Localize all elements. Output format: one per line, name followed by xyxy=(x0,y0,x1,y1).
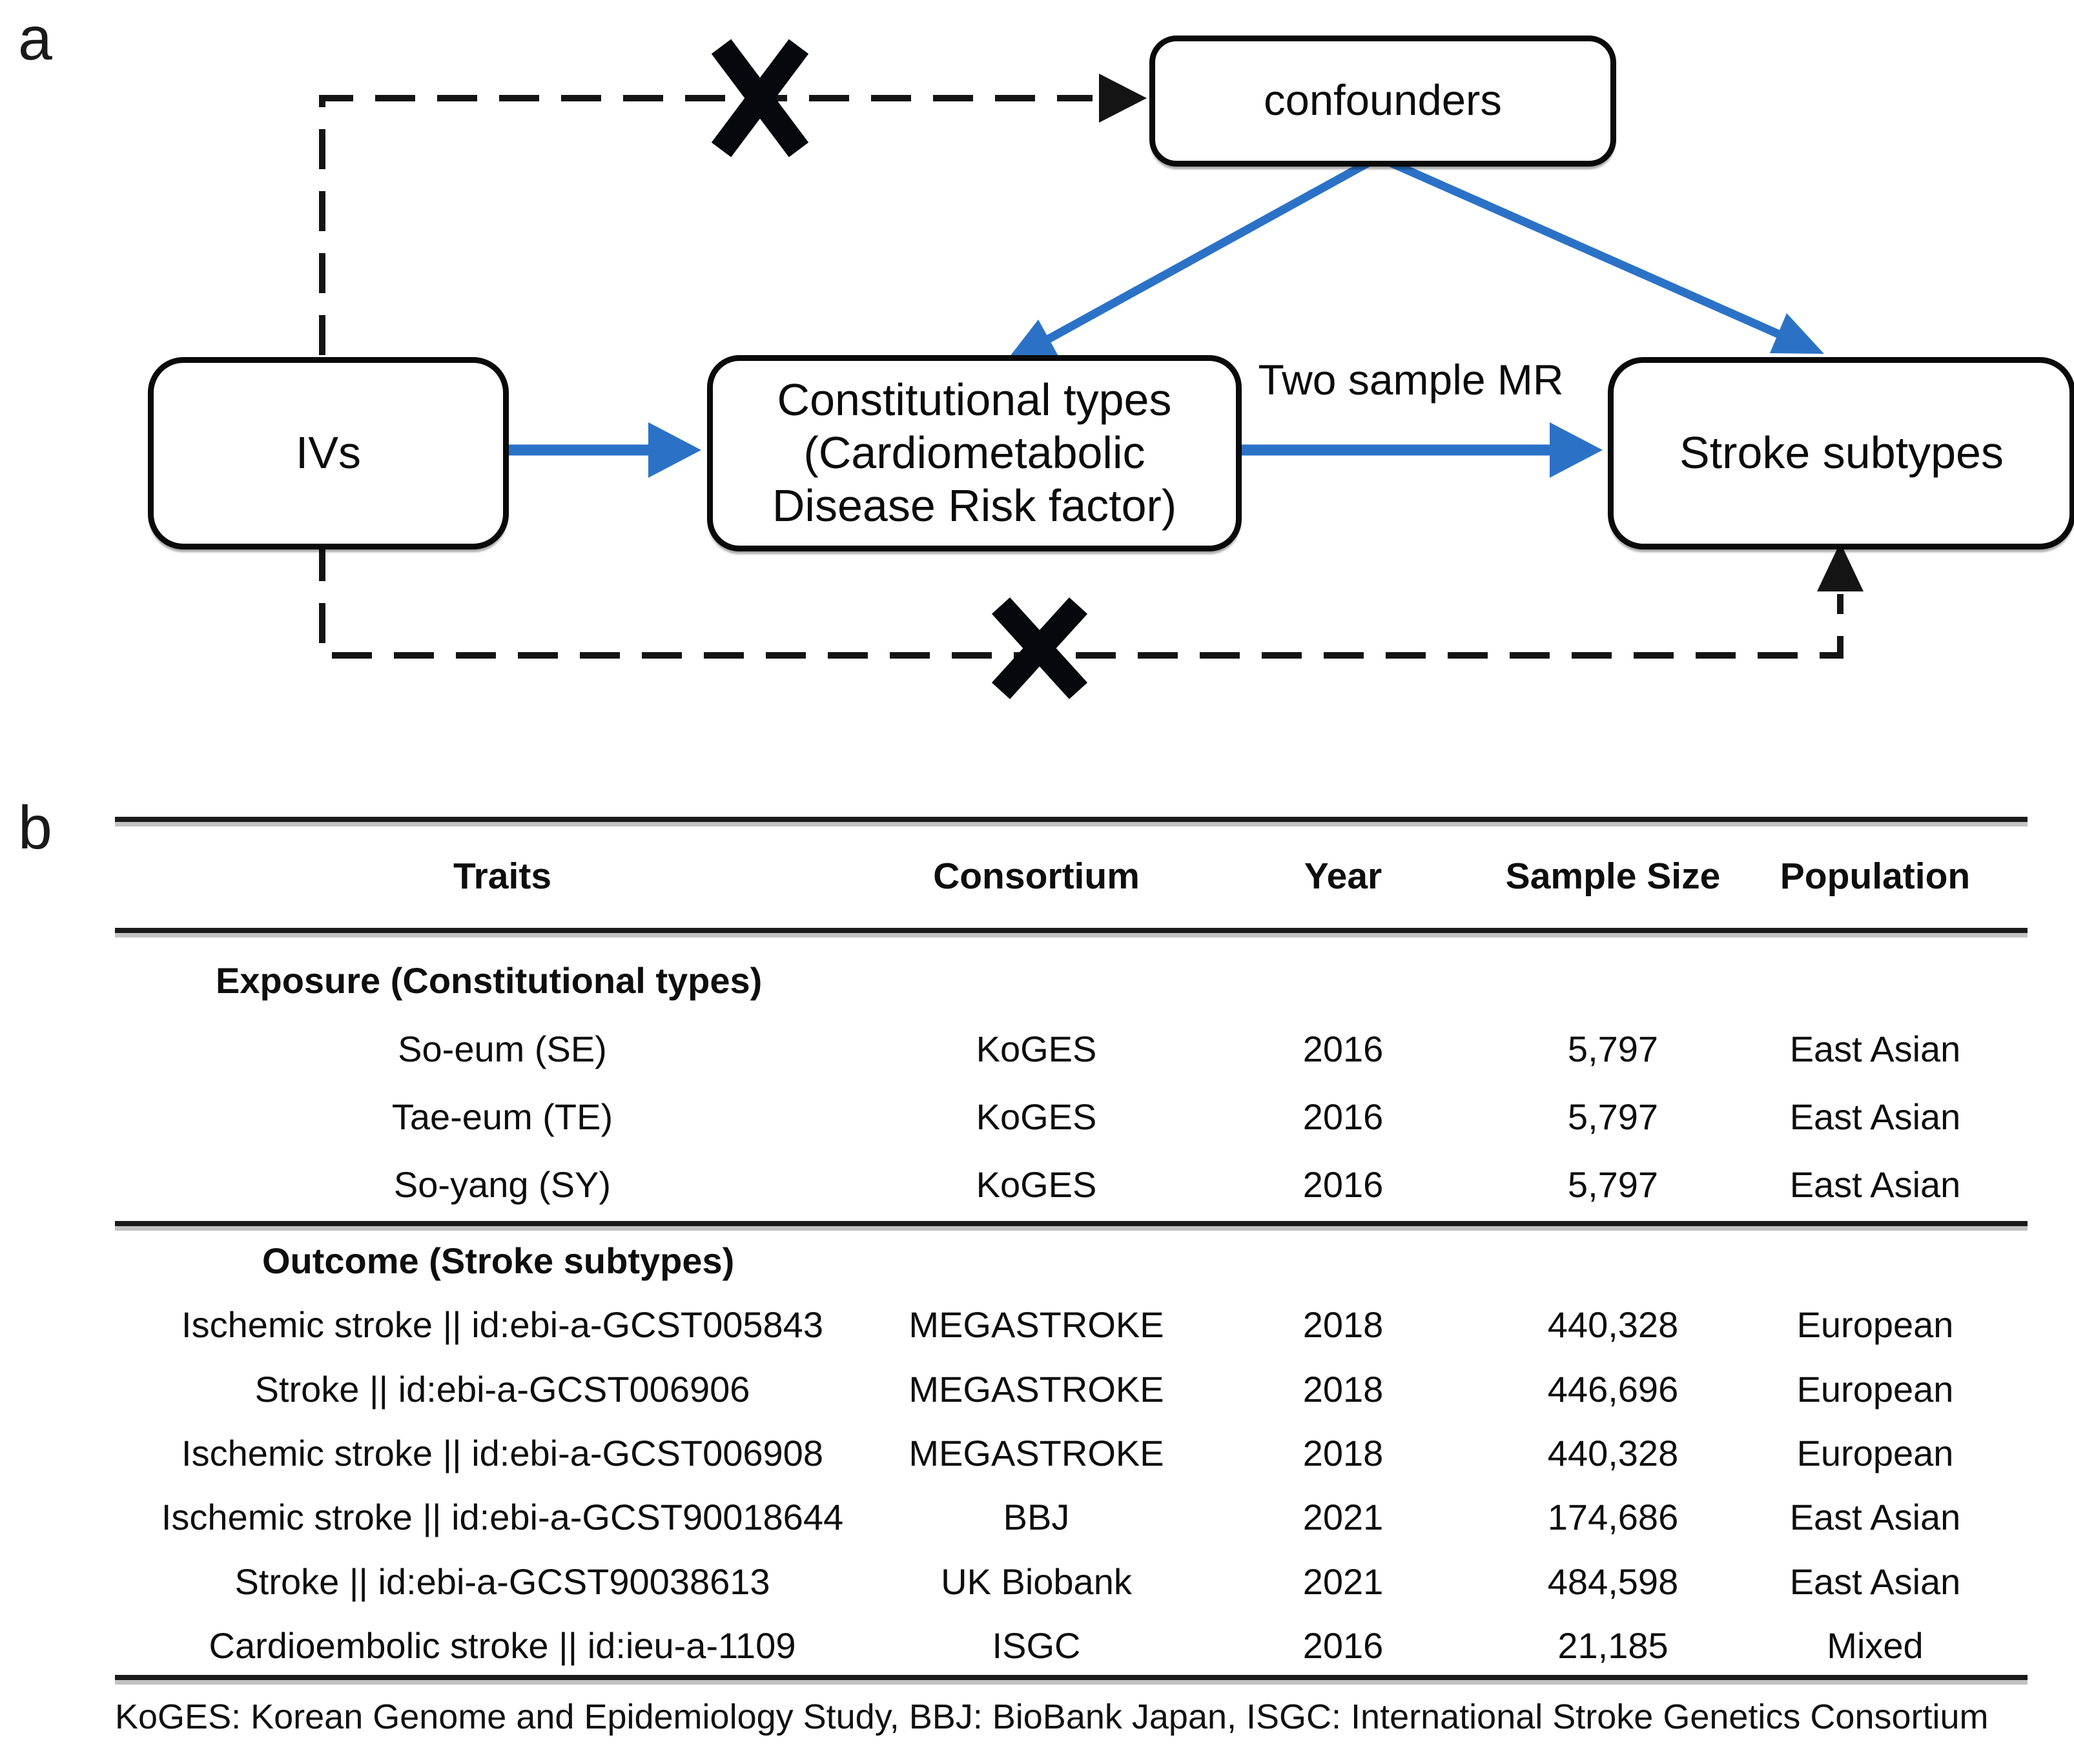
cell-population: East Asian xyxy=(1789,1496,1961,1537)
outcome-label: Stroke subtypes xyxy=(1679,427,2004,478)
arrowhead-confounders-to-exposure xyxy=(1005,320,1059,363)
confounders-box: confounders xyxy=(1149,36,1616,167)
cell-sample-size: 5,797 xyxy=(1567,1028,1659,1069)
x-mark-bottom-icon xyxy=(991,597,1088,699)
cell-consortium: MEGASTROKE xyxy=(909,1432,1164,1473)
cell-consortium: KoGES xyxy=(976,1164,1097,1205)
cell-sample-size: 5,797 xyxy=(1567,1096,1659,1137)
table-rule-bottom xyxy=(115,1675,2028,1680)
cell-year: 2021 xyxy=(1302,1561,1384,1602)
panel-a-label: a xyxy=(18,5,52,73)
two-sample-mr-label: Two sample MR xyxy=(1258,356,1564,404)
exposure-label-line2: (Cardiometabolic xyxy=(803,427,1145,478)
table-rule-top xyxy=(115,817,2028,822)
cell-traits: Cardioembolic stroke || id:ieu-a-1109 xyxy=(209,1625,796,1666)
dashed-line-ivs-confounders xyxy=(319,95,1093,355)
arrowhead-outcome-bottom xyxy=(1817,542,1864,591)
table-row: Stroke || id:ebi-a-GCST90038613 UK Bioba… xyxy=(115,1548,2028,1615)
arrowhead-confounders-to-outcome xyxy=(1770,313,1824,354)
cell-year: 2016 xyxy=(1302,1096,1384,1137)
table-rule-below-header xyxy=(115,928,2028,933)
column-header-consortium: Consortium xyxy=(933,856,1140,897)
section-title-exposure: Exposure (Constitutional types) xyxy=(115,945,2074,1015)
section-title-exposure-text: Exposure (Constitutional types) xyxy=(216,959,763,1001)
cell-population: East Asian xyxy=(1789,1096,1961,1137)
cell-consortium: UK Biobank xyxy=(941,1561,1132,1602)
table-rule-mid xyxy=(115,1221,2028,1226)
exposure-label-line1: Constitutional types xyxy=(777,374,1172,426)
table-row: So-yang (SY) KoGES 2016 5,797 East Asian xyxy=(115,1151,2028,1218)
ivs-label: IVs xyxy=(295,427,362,478)
cell-population: European xyxy=(1796,1304,1954,1345)
dashed-line-ivs-outcome xyxy=(319,541,1843,659)
cell-consortium: KoGES xyxy=(976,1028,1097,1069)
x-mark-top-icon xyxy=(711,39,809,158)
column-header-traits: Traits xyxy=(453,856,552,897)
cell-year: 2018 xyxy=(1302,1368,1384,1410)
cell-traits: Ischemic stroke || id:ebi-a-GCST005843 xyxy=(181,1304,823,1345)
cell-population: European xyxy=(1796,1432,1954,1473)
cell-consortium: BBJ xyxy=(1003,1496,1070,1537)
table-row: So-eum (SE) KoGES 2016 5,797 East Asian xyxy=(115,1015,2028,1082)
cell-year: 2016 xyxy=(1302,1164,1384,1205)
column-header-sample-size: Sample Size xyxy=(1505,856,1721,897)
arrow-confounders-to-exposure xyxy=(1045,155,1378,344)
table-footnote: KoGES: Korean Genome and Epidemiology St… xyxy=(115,1697,1989,1736)
cell-year: 2016 xyxy=(1302,1028,1384,1069)
table-row: Ischemic stroke || id:ebi-a-GCST006908 M… xyxy=(115,1419,2028,1486)
cell-consortium: ISGC xyxy=(992,1625,1081,1666)
confounders-label: confounders xyxy=(1264,76,1502,125)
cell-traits: Stroke || id:ebi-a-GCST006906 xyxy=(254,1368,750,1410)
cell-year: 2018 xyxy=(1302,1304,1384,1345)
table-row: Cardioembolic stroke || id:ieu-a-1109 IS… xyxy=(115,1612,2028,1679)
table-row: Stroke || id:ebi-a-GCST006906 MEGASTROKE… xyxy=(115,1355,2028,1422)
table-row: Ischemic stroke || id:ebi-a-GCST90018644… xyxy=(115,1483,2028,1550)
panel-b-label: b xyxy=(18,794,52,862)
cell-population: Mixed xyxy=(1827,1625,1924,1666)
cell-consortium: KoGES xyxy=(976,1096,1097,1137)
cell-traits: Stroke || id:ebi-a-GCST90038613 xyxy=(234,1561,770,1602)
section-title-outcome: Outcome (Stroke subtypes) xyxy=(115,1226,2074,1295)
cell-sample-size: 484,598 xyxy=(1547,1561,1679,1602)
cell-year: 2016 xyxy=(1302,1625,1384,1666)
cell-consortium: MEGASTROKE xyxy=(909,1368,1164,1410)
cell-sample-size: 21,185 xyxy=(1557,1625,1668,1666)
section-title-outcome-text: Outcome (Stroke subtypes) xyxy=(262,1240,735,1281)
outcome-box: Stroke subtypes xyxy=(1608,357,2074,549)
cell-consortium: MEGASTROKE xyxy=(909,1304,1164,1345)
arrowhead-exposure-to-outcome xyxy=(1550,422,1603,478)
table-row: Ischemic stroke || id:ebi-a-GCST005843 M… xyxy=(115,1291,2028,1358)
exposure-box: Constitutional types (Cardiometabolic Di… xyxy=(707,355,1242,551)
exposure-label-line3: Disease Risk factor) xyxy=(772,480,1177,531)
column-header-population: Population xyxy=(1780,856,1971,897)
cell-year: 2018 xyxy=(1302,1432,1384,1473)
cell-traits: Ischemic stroke || id:ebi-a-GCST006908 xyxy=(181,1432,823,1473)
cell-population: East Asian xyxy=(1789,1028,1961,1069)
cell-year: 2021 xyxy=(1302,1496,1384,1537)
cell-traits: So-yang (SY) xyxy=(393,1164,611,1205)
cell-sample-size: 446,696 xyxy=(1547,1368,1679,1410)
cell-sample-size: 5,797 xyxy=(1567,1164,1659,1205)
diagram-connectors xyxy=(319,39,1864,699)
cell-population: East Asian xyxy=(1789,1164,1961,1205)
cell-traits: Tae-eum (TE) xyxy=(391,1096,613,1137)
table-row: Tae-eum (TE) KoGES 2016 5,797 East Asian xyxy=(115,1083,2028,1150)
cell-population: East Asian xyxy=(1789,1561,1961,1602)
ivs-box: IVs xyxy=(148,357,509,549)
cell-sample-size: 174,686 xyxy=(1547,1496,1679,1537)
cell-population: European xyxy=(1796,1368,1954,1410)
arrowhead-confounders xyxy=(1099,74,1147,123)
column-header-year: Year xyxy=(1304,856,1382,897)
table-header-row: Traits Consortium Year Sample Size Popul… xyxy=(115,834,2028,918)
cell-sample-size: 440,328 xyxy=(1547,1304,1679,1345)
arrowhead-ivs-to-exposure xyxy=(648,422,701,478)
arrow-confounders-to-outcome xyxy=(1380,155,1783,339)
exposure-label: Constitutional types (Cardiometabolic Di… xyxy=(772,374,1176,533)
cell-sample-size: 440,328 xyxy=(1547,1432,1679,1473)
cell-traits: Ischemic stroke || id:ebi-a-GCST90018644 xyxy=(161,1496,844,1537)
cell-traits: So-eum (SE) xyxy=(398,1028,607,1069)
